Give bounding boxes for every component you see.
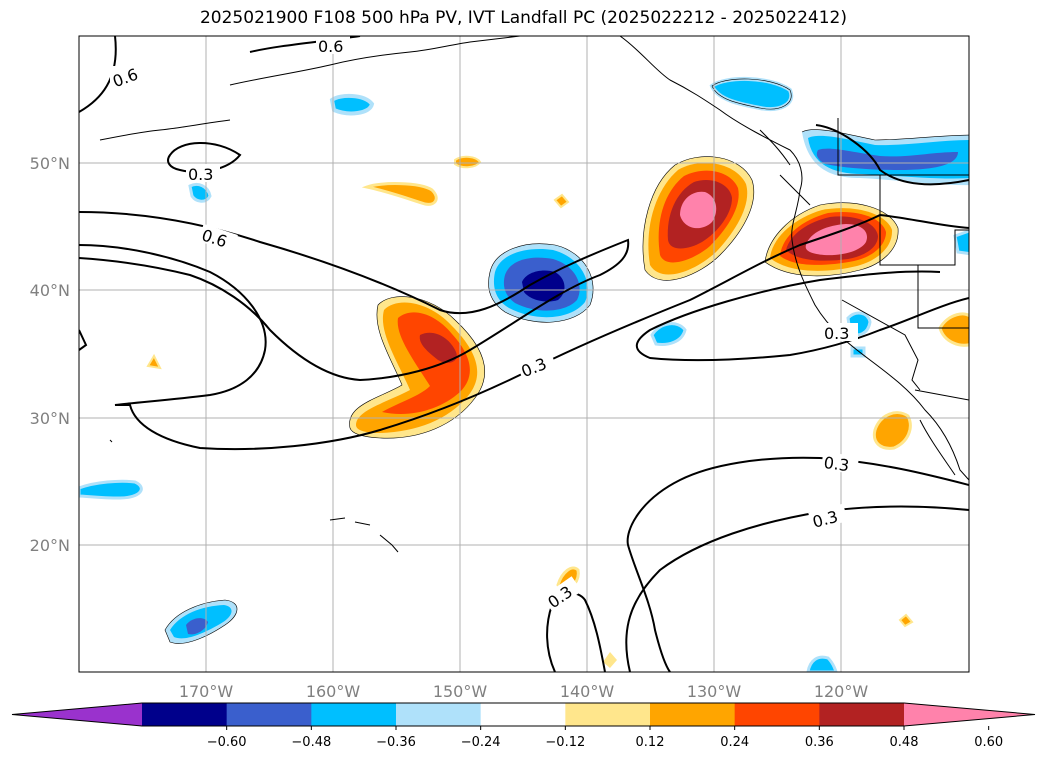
map-title: 2025021900 F108 500 hPa PV, IVT Landfall…: [199, 8, 847, 28]
coastlines: [99, 36, 969, 553]
colorbar-segment: [650, 703, 736, 726]
lat-label: 50°N: [30, 154, 70, 173]
colorbar-segment: [396, 703, 482, 726]
field-outlines: [164, 78, 969, 644]
colorbar-segment: [142, 703, 228, 726]
lon-label: 140°W: [560, 682, 615, 701]
contour-lines: [79, 36, 969, 672]
colorbar-tick-label: 0.36: [805, 735, 834, 750]
lon-label: 130°W: [687, 682, 742, 701]
lon-label: 150°W: [433, 682, 488, 701]
lon-label: 160°W: [306, 682, 361, 701]
colorbar-tick-label: −0.60: [207, 735, 247, 750]
longitude-labels: 170°W 160°W 150°W 140°W 130°W 120°W: [179, 682, 869, 701]
colorbar-tick-label: 0.48: [890, 735, 919, 750]
map-frame: [78, 35, 970, 673]
colorbar-tick-label: 0.12: [636, 735, 665, 750]
colorbar-segment: [311, 703, 397, 726]
lon-label: 170°W: [179, 682, 234, 701]
contour-label: 0.3: [824, 324, 849, 343]
colorbar-tick-label: −0.36: [376, 735, 416, 750]
lat-label: 40°N: [30, 281, 70, 300]
colorbar-tick-label: −0.12: [545, 735, 585, 750]
colorbar-extend-high: [904, 703, 1035, 726]
colorbar-tick-label: 0.60: [974, 735, 1003, 750]
contour-label: 0.3: [823, 453, 851, 475]
colorbar-outline: [11, 702, 1036, 727]
colorbar-segment: [819, 703, 905, 726]
lon-label: 120°W: [814, 682, 869, 701]
contour-label: 0.3: [188, 165, 213, 184]
colorbar: −0.60 −0.48 −0.36 −0.24 −0.12 0.12 0.24 0.36 0.4…: [11, 702, 1036, 750]
colorbar-tick-label: 0.24: [720, 735, 749, 750]
colorbar-segment: [480, 703, 566, 726]
colorbar-segment: [226, 703, 312, 726]
colorbar-segment: [565, 703, 651, 726]
contour-label: 0.6: [318, 37, 343, 56]
lat-label: 30°N: [30, 409, 70, 428]
colorbar-extend-low: [12, 703, 142, 726]
colorbar-tick-label: −0.24: [461, 735, 501, 750]
colorbar-tick-label: −0.48: [291, 735, 331, 750]
colorbar-segment: [734, 703, 820, 726]
lat-label: 20°N: [30, 536, 70, 555]
shaded-anomalies: [79, 77, 969, 672]
latitude-labels: 50°N 40°N 30°N 20°N: [30, 154, 70, 555]
